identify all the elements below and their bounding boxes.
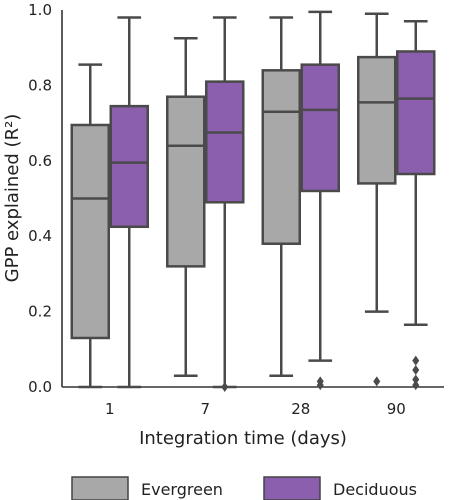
y-tick-label: 0.2 [28, 303, 52, 321]
x-tick-label: 28 [291, 400, 310, 418]
x-tick-labels: 1 7 28 90 [105, 400, 406, 418]
y-tick-label: 0.8 [28, 76, 52, 94]
x-tick-label: 1 [105, 400, 115, 418]
box-evergreen [166, 95, 206, 268]
outlier-point-deciduous [316, 380, 324, 391]
x-tick-label: 7 [200, 400, 210, 418]
boxes [70, 10, 436, 392]
legend: Evergreen Deciduous [71, 476, 417, 500]
box-deciduous [205, 80, 245, 204]
y-tick-labels: 0.0 0.2 0.4 0.6 0.8 1.0 [28, 1, 52, 396]
legend-label-evergreen: Evergreen [141, 480, 223, 499]
outlier-point-deciduous [412, 374, 420, 385]
box-deciduous [300, 63, 340, 193]
box-deciduous [109, 104, 149, 229]
box-evergreen [357, 55, 397, 185]
box-deciduous [396, 50, 436, 176]
box-evergreen [70, 123, 110, 340]
y-tick-label: 0.6 [28, 152, 52, 170]
outlier-point-deciduous [412, 365, 420, 376]
x-tick-label: 90 [387, 400, 406, 418]
x-axis-label: Integration time (days) [139, 428, 347, 449]
outlier-point-deciduous [412, 380, 420, 391]
legend-swatch-evergreen [71, 476, 129, 500]
box-evergreen [261, 69, 301, 245]
legend-label-deciduous: Deciduous [333, 480, 417, 499]
legend-swatch-deciduous [263, 476, 321, 500]
outlier-point-deciduous [412, 355, 420, 366]
outlier-point-evergreen [373, 376, 381, 387]
y-tick-label: 1.0 [28, 1, 52, 19]
outlier-point-deciduous [221, 382, 229, 392]
y-tick-label: 0.0 [28, 378, 52, 396]
y-axis-label: GPP explained (R²) [2, 114, 23, 283]
y-tick-label: 0.4 [28, 227, 52, 245]
